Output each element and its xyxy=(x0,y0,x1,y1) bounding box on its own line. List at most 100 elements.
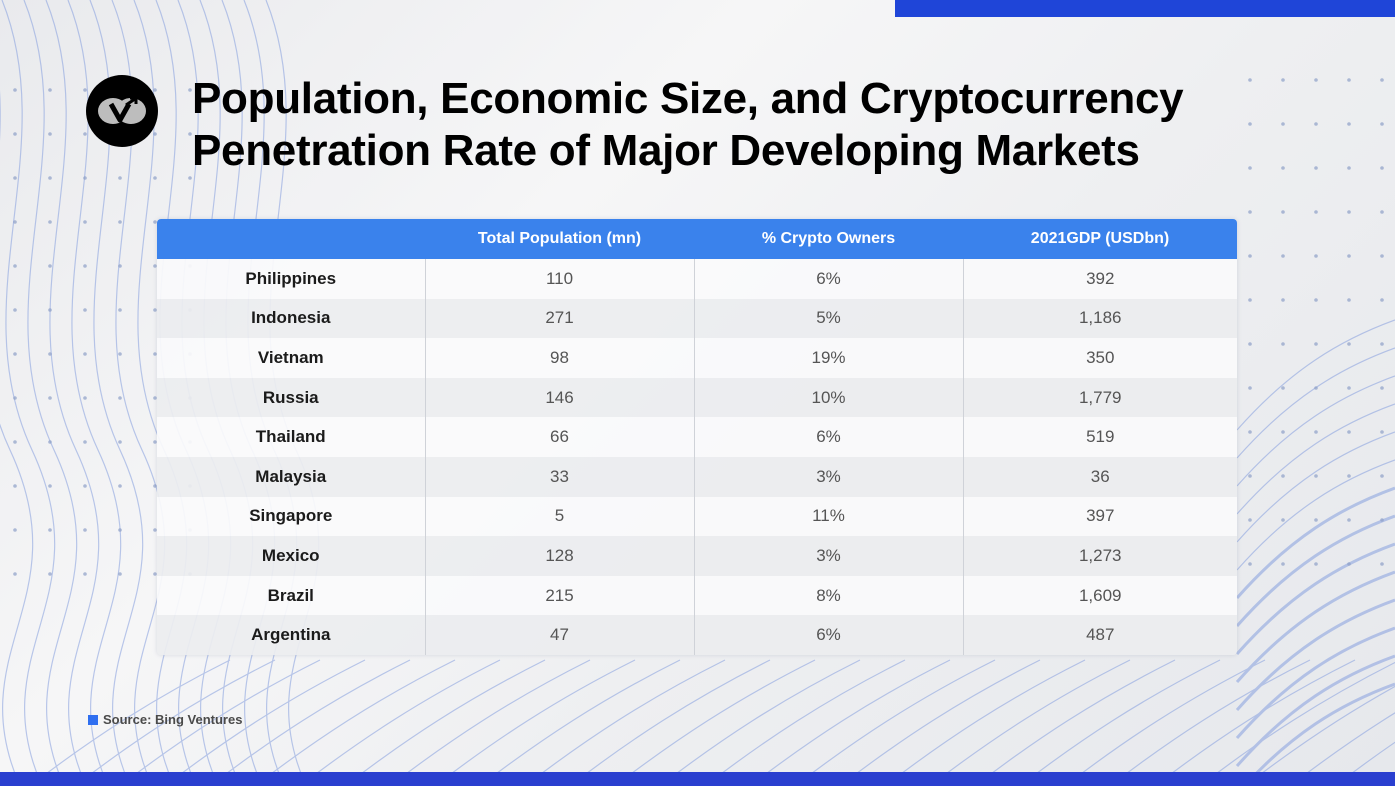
cell-country: Malaysia xyxy=(157,456,425,497)
page-title: Population, Economic Size, and Cryptocur… xyxy=(192,73,1184,177)
bg-dot xyxy=(153,528,157,532)
bg-swoosh-line xyxy=(1235,514,1395,627)
cell-population: 5 xyxy=(424,496,694,537)
bg-dot xyxy=(1314,518,1318,522)
bg-swoosh-line xyxy=(1235,654,1395,767)
bg-swoosh-line xyxy=(1235,598,1395,711)
bg-diagonal-line xyxy=(974,659,1176,786)
bg-dot xyxy=(83,132,87,136)
bg-dot xyxy=(13,264,17,268)
bg-diagonal-line xyxy=(434,659,636,786)
bg-dot xyxy=(1314,298,1318,302)
cell-population: 98 xyxy=(424,338,694,378)
bg-diagonal-line xyxy=(1019,659,1221,786)
bg-dot xyxy=(188,88,192,92)
bg-dot xyxy=(1281,430,1285,434)
bg-dot xyxy=(48,440,52,444)
bg-dot xyxy=(1380,342,1384,346)
bg-dot xyxy=(1380,298,1384,302)
bg-diagonal-line xyxy=(1199,661,1395,786)
cell-population: 128 xyxy=(424,536,694,576)
bg-dot xyxy=(188,132,192,136)
bg-dot xyxy=(48,308,52,312)
bg-diagonal-line xyxy=(1289,712,1395,786)
bg-dot xyxy=(118,176,122,180)
bg-dot xyxy=(13,176,17,180)
bg-dot xyxy=(1347,562,1351,566)
bg-dot xyxy=(1314,78,1318,82)
bg-dot xyxy=(1380,474,1384,478)
title-line-2: Penetration Rate of Major Developing Mar… xyxy=(192,126,1140,175)
bg-diagonal-line xyxy=(209,659,411,786)
bg-dot xyxy=(153,308,157,312)
bg-dot xyxy=(1281,342,1285,346)
bg-dot xyxy=(1347,342,1351,346)
bg-dot xyxy=(1380,122,1384,126)
bg-diagonal-line xyxy=(929,659,1131,786)
bg-dot xyxy=(83,308,87,312)
bg-swoosh-line xyxy=(1235,570,1395,683)
cell-country: Brazil xyxy=(157,575,425,616)
bg-dot xyxy=(1281,518,1285,522)
bg-dot xyxy=(1314,342,1318,346)
bg-diagonal-line xyxy=(704,659,906,786)
bing-ventures-logo-icon xyxy=(86,75,158,147)
bg-dot xyxy=(48,572,52,576)
bg-dot xyxy=(13,220,17,224)
bg-diagonal-line xyxy=(344,659,546,786)
header-gdp: 2021GDP (USDbn) xyxy=(963,219,1237,259)
bg-dot xyxy=(1347,254,1351,258)
bg-diagonal-line xyxy=(884,659,1086,786)
cell-country: Indonesia xyxy=(157,298,425,339)
bg-dot xyxy=(1281,78,1285,82)
bottom-accent-bar xyxy=(0,772,1395,786)
header-country xyxy=(157,219,425,259)
bg-dot xyxy=(1380,518,1384,522)
bg-dot xyxy=(1248,474,1252,478)
bg-diagonal-line xyxy=(1064,659,1266,786)
bg-diagonal-line xyxy=(614,659,816,786)
table-header-row: Total Population (mn) % Crypto Owners 20… xyxy=(157,219,1237,259)
bg-dot xyxy=(1380,78,1384,82)
cell-crypto-owners: 3% xyxy=(693,456,963,497)
bg-dot xyxy=(13,352,17,356)
bg-swoosh-line xyxy=(1235,486,1395,599)
logo-mark-icon xyxy=(98,96,146,124)
bg-dot xyxy=(48,352,52,356)
title-line-1: Population, Economic Size, and Cryptocur… xyxy=(192,74,1184,123)
bg-diagonal-line xyxy=(1154,659,1356,786)
bg-dot xyxy=(1281,298,1285,302)
bg-diagonal-line xyxy=(659,659,861,786)
cell-gdp: 1,273 xyxy=(962,536,1237,576)
bg-dot xyxy=(1248,166,1252,170)
table-row: Indonesia 271 5% 1,186 xyxy=(157,298,1237,339)
table-row: Singapore 5 11% 397 xyxy=(157,496,1237,537)
table-row: Philippines 110 6% 392 xyxy=(157,259,1237,299)
bg-dot xyxy=(48,484,52,488)
bg-dot xyxy=(13,132,17,136)
bg-diagonal-line xyxy=(479,659,681,786)
bg-swoosh-line xyxy=(1235,626,1395,739)
bg-dot xyxy=(13,484,17,488)
bg-dot xyxy=(1248,386,1252,390)
header-crypto-owners: % Crypto Owners xyxy=(694,219,963,259)
cell-country: Philippines xyxy=(157,259,425,299)
cell-gdp: 392 xyxy=(962,259,1237,299)
bg-dot xyxy=(1314,430,1318,434)
bg-dot xyxy=(1248,122,1252,126)
bg-dot xyxy=(153,132,157,136)
bg-dot xyxy=(13,88,17,92)
bg-dot xyxy=(1314,122,1318,126)
cell-gdp: 487 xyxy=(962,615,1237,655)
bg-dot xyxy=(118,528,122,532)
cell-crypto-owners: 5% xyxy=(693,298,963,339)
table-row: Russia 146 10% 1,779 xyxy=(157,377,1237,418)
bg-dot xyxy=(83,352,87,356)
bg-dot xyxy=(1281,562,1285,566)
bg-dot xyxy=(13,308,17,312)
cell-crypto-owners: 8% xyxy=(693,575,963,616)
bg-diagonal-line xyxy=(1334,741,1395,786)
bg-dot xyxy=(1380,210,1384,214)
cell-gdp: 350 xyxy=(962,338,1237,378)
bg-dot xyxy=(1281,166,1285,170)
